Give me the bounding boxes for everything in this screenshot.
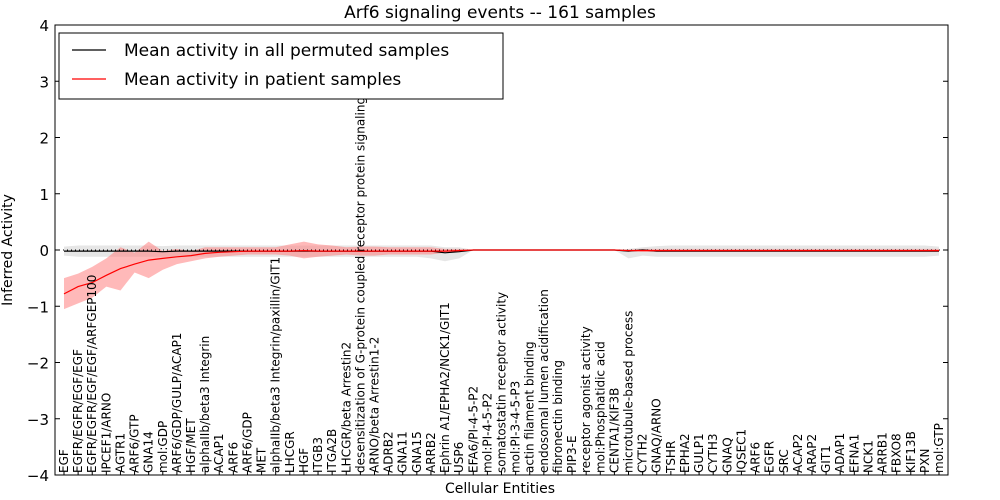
x-tick-label: ITGB3: [311, 437, 325, 473]
y-tick-label: −1: [27, 298, 49, 316]
x-tick-label: GNAQ/ARNO: [650, 398, 664, 473]
band-patient: [64, 241, 939, 310]
x-tick-label: PXN: [918, 449, 932, 473]
x-tick-label: AGTR1: [113, 433, 127, 473]
x-tick-label: GNA15: [410, 431, 424, 473]
x-tick-label: IQSEC1: [734, 429, 748, 473]
x-tick-label: NCK1: [861, 440, 875, 473]
legend-label-permuted: Mean activity in all permuted samples: [124, 41, 449, 61]
x-tick-label: ARAP2: [805, 434, 819, 473]
x-tick-label: ARNO/beta Arrestin1-2: [367, 337, 381, 473]
x-tick-label: actin filament binding: [523, 341, 537, 473]
y-tick-label: −3: [27, 411, 49, 429]
legend-label-patient: Mean activity in patient samples: [124, 70, 401, 90]
x-tick-label: EGF: [57, 449, 71, 473]
x-tick-label: receptor agonist activity: [579, 326, 593, 473]
x-tick-labels: EGF EGFR/EGFR/EGF/EGF EGFR/EGFR/EGF/EGF/AR…: [57, 42, 946, 475]
legend: Mean activity in all permuted samples Me…: [58, 32, 504, 100]
x-tick-label: microtubule-based process: [622, 311, 636, 473]
legend-box: [58, 32, 504, 100]
y-tick-label: −2: [27, 355, 49, 373]
y-tick-label: 2: [39, 130, 49, 148]
x-tick-label: EGFR/EGFR/EGF/EGF/ARFGEP100: [85, 275, 99, 473]
x-tick-label: fibronectin binding: [551, 360, 565, 473]
chart-title: Arf6 signaling events -- 161 samples: [344, 3, 656, 23]
x-tick-label: ARRB1: [876, 432, 890, 473]
x-tick-label: ARRB2: [424, 432, 438, 473]
x-axis-label: Cellular Entities: [445, 481, 555, 497]
x-tick-label: alphaIIb/beta3 Integrin: [198, 336, 212, 473]
x-tick-label: EGFR: [763, 441, 777, 473]
x-tick-label: EFA6/PI-4-5-P2: [466, 386, 480, 473]
y-tick-label: 4: [39, 17, 49, 35]
x-tick-label: ADAP1: [833, 433, 847, 473]
x-tick-label: ADRB2: [382, 431, 396, 473]
x-tick-label: PIP3-E: [565, 435, 579, 473]
x-tick-label: ACAP2: [791, 434, 805, 473]
x-tick-label: mol:PI-4-5-P2: [480, 393, 494, 473]
x-tick-label: MET: [255, 447, 269, 473]
x-tick-label: HGF/MET: [184, 418, 198, 473]
x-tick-label: GULP1: [692, 433, 706, 473]
x-tick-label: KIF13B: [904, 431, 918, 473]
x-tick-label: ITGA2B: [325, 429, 339, 473]
x-tick-label: endosomal lumen acidification: [537, 289, 551, 473]
x-tick-label: CYTH2: [636, 434, 650, 474]
y-tick-label: 1: [39, 186, 49, 204]
x-tick-label: EFNA1: [847, 434, 861, 473]
x-tick-label: HGF: [297, 448, 311, 473]
x-tick-label: EGFR/EGFR/EGF/EGF: [71, 349, 85, 473]
x-tick-label: ARF6/GTP: [128, 414, 142, 473]
x-tick-label: alphaIIb/beta3 Integrin/paxillin/GIT1: [269, 257, 283, 473]
x-tick-label: Ephrin A1/EPHA2/NCK1/GIT1: [438, 302, 452, 473]
x-tick-label: FBXO8: [890, 433, 904, 473]
series-line-patient: [63, 249, 939, 295]
x-tick-label: mol:GTP: [932, 423, 946, 473]
x-tick-label: CENTA1/KIF3B: [607, 388, 621, 473]
x-tick-label: ACAP1: [212, 434, 226, 473]
x-tick-label: EPHA2: [678, 433, 692, 473]
x-tick-label: mol:GDP: [156, 421, 170, 473]
confidence-bands: [64, 241, 939, 310]
x-tick-label: GIT1: [819, 445, 833, 473]
x-tick-label: GNAQ: [720, 437, 734, 473]
x-tick-label: GNA11: [396, 431, 410, 473]
x-tick-label: IPCEF1/ARNO: [99, 393, 113, 473]
y-axis-label: Inferred Activity: [0, 194, 16, 306]
x-tick-label: ARF6: [226, 442, 240, 473]
x-tick-label: ARF6: [749, 442, 763, 473]
x-tick-label: GNA14: [142, 431, 156, 473]
x-tick-label: TSHR: [664, 441, 678, 474]
x-tick-label: somatostatin receptor activity: [495, 292, 509, 473]
x-tick-label: CYTH3: [706, 434, 720, 474]
y-tick-label: −4: [27, 467, 49, 485]
x-tick-label: mol:Phosphatidic acid: [593, 341, 607, 473]
x-tick-label: mol:PI-3-4-5-P3: [509, 381, 523, 473]
plot-area-frame: [54, 24, 949, 476]
series-lines: [55, 249, 948, 295]
x-tick-label: LHCGR/beta Arrestin2: [339, 342, 353, 473]
y-tick-label: 3: [39, 73, 49, 91]
y-axis-ticks: −4 −3 −2 −1 0 1 2 3 4: [27, 17, 948, 485]
x-tick-label: desensitization of G-protein coupled rec…: [353, 42, 367, 473]
x-tick-label: SRC: [777, 449, 791, 473]
y-tick-label: 0: [39, 242, 49, 260]
x-tick-label: ARF6/GDP: [240, 412, 254, 473]
x-tick-label: LHCGR: [283, 431, 297, 473]
x-tick-label: ARF6/GDP/GULP/ACAP1: [170, 333, 184, 473]
x-tick-label: USP6: [452, 442, 466, 473]
